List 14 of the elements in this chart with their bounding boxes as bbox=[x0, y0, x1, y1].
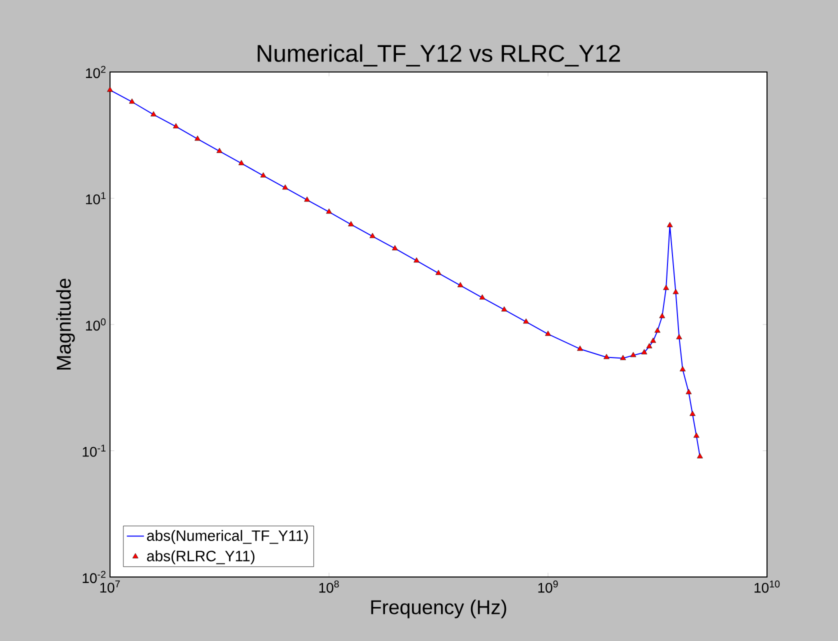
legend-label: abs(RLRC_Y11) bbox=[147, 550, 254, 564]
x-tick-label: 10$^{7}$ bbox=[100, 580, 120, 593]
x-axis-title: Frequency (Hz) bbox=[371, 600, 506, 618]
x-tick-label: 10$^{8}$ bbox=[319, 580, 339, 593]
y-tick-label: 10$^{-2}$ bbox=[82, 570, 106, 584]
y-axis-title: Magnitude bbox=[56, 278, 75, 370]
y-tick-label: 10$^{0}$ bbox=[86, 318, 106, 331]
x-tick-label: 10$^{10}$ bbox=[754, 580, 780, 593]
y-tick-label: 10$^{1}$ bbox=[86, 192, 106, 204]
y-tick-label: 10$^{-1}$ bbox=[82, 444, 106, 457]
y-tick-label: 10$^{2}$ bbox=[86, 66, 106, 78]
chart-title: Numerical_TF_Y12 vs RLRC_Y12 bbox=[258, 44, 620, 66]
legend-label: abs(Numerical_TF_Y11) bbox=[147, 530, 308, 544]
x-tick-label: 10$^{9}$ bbox=[538, 580, 558, 593]
